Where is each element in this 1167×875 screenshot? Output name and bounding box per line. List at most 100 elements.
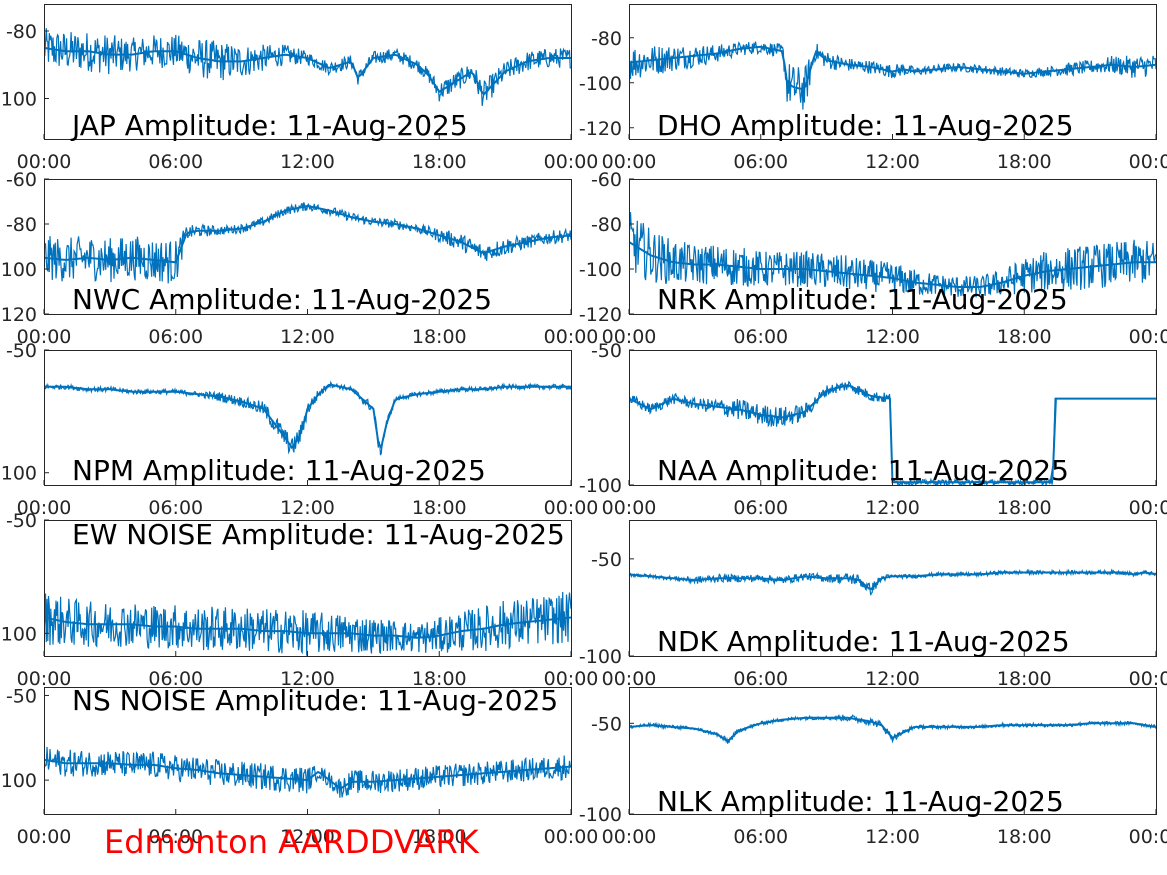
- x-tick-label: 12:00: [280, 326, 335, 348]
- panel-title: NWC Amplitude: 11-Aug-2025: [72, 283, 492, 316]
- y-tick-label: -50: [6, 685, 37, 707]
- data-mean-line: [44, 616, 571, 639]
- x-tick-label: 06:00: [733, 497, 788, 519]
- panel-title: JAP Amplitude: 11-Aug-2025: [70, 109, 468, 142]
- x-tick-label: 06:00: [148, 151, 203, 173]
- data-mean-line: [629, 716, 1156, 742]
- y-tick-label: -50: [591, 713, 622, 735]
- panel-1: 00:00 06:00 12:00 18:00 00:00 -80 -100 JAP Ampl…: [0, 4, 598, 173]
- y-tick-label: -100: [579, 475, 622, 497]
- y-tick-label: -50: [591, 549, 622, 571]
- y-tick-label: -80: [591, 214, 622, 236]
- y-tick-label: -100: [0, 770, 37, 792]
- panel-title: NAA Amplitude: 11-Aug-2025: [657, 454, 1069, 487]
- x-tick-label: 06:00: [148, 826, 203, 848]
- x-tick-label: 00:00: [544, 497, 599, 519]
- panel-title: NLK Amplitude: 11-Aug-2025: [657, 785, 1064, 818]
- x-tick-label: 18:00: [997, 151, 1052, 173]
- panel-6: 00:00 06:00 12:00 18:00 00:00 -50 -100 NAA Ampl…: [579, 340, 1167, 519]
- data-trace: [44, 202, 571, 284]
- y-tick-label: -120: [579, 304, 622, 326]
- plot-frame: [44, 520, 572, 657]
- panel-7: 00:00 06:00 12:00 18:00 00:00 -50 -100 EW NOISE…: [0, 510, 598, 690]
- x-tick-label: 00:00: [1129, 326, 1167, 348]
- data-mean-line: [629, 571, 1156, 591]
- data-mean-line: [44, 204, 571, 264]
- x-tick-label: 00:00: [602, 151, 657, 173]
- x-tick-label: 12:00: [280, 668, 335, 690]
- panel-title: DHO Amplitude: 11-Aug-2025: [657, 109, 1074, 142]
- y-tick-label: -100: [579, 73, 622, 95]
- plot-frame: [44, 687, 572, 815]
- x-tick-label: 18:00: [997, 497, 1052, 519]
- x-tick-label: 00:00: [544, 826, 599, 848]
- panel-4: 00:00 06:00 12:00 18:00 00:00 -60 -80 -100 -120 N…: [579, 169, 1167, 348]
- x-tick-label: 00:00: [602, 668, 657, 690]
- plot-frame: [629, 687, 1157, 815]
- x-tick-label: 06:00: [733, 151, 788, 173]
- x-tick-label: 12:00: [280, 826, 335, 848]
- panel-9: 00:00 06:00 12:00 18:00 00:00 -50 -100 NS NOISE…: [0, 684, 598, 848]
- y-tick-label: -120: [0, 304, 37, 326]
- y-tick-label: -50: [6, 510, 37, 532]
- y-tick-label: -80: [6, 21, 37, 43]
- x-tick-label: 18:00: [412, 151, 467, 173]
- data-trace: [629, 41, 1156, 110]
- x-tick-label: 12:00: [865, 668, 920, 690]
- data-mean-line: [44, 758, 571, 789]
- x-tick-label: 00:00: [17, 826, 72, 848]
- y-tick-label: -100: [0, 463, 37, 485]
- x-tick-label: 00:00: [17, 668, 72, 690]
- panel-10: 00:00 06:00 12:00 18:00 00:00 -50 -100 NLK Ampl…: [579, 687, 1167, 848]
- x-tick-label: 00:00: [1129, 151, 1167, 173]
- x-tick-label: 00:00: [1129, 497, 1167, 519]
- plot-frame: [629, 520, 1157, 657]
- y-tick-label: -100: [579, 259, 622, 281]
- panel-title: NS NOISE Amplitude: 11-Aug-2025: [72, 684, 558, 717]
- x-tick-label: 00:00: [17, 497, 72, 519]
- panel-8: 00:00 06:00 12:00 18:00 00:00 -50 -100 NDK Ampl…: [579, 520, 1167, 690]
- x-tick-label: 00:00: [544, 668, 599, 690]
- data-trace: [629, 568, 1156, 596]
- y-tick-label: -50: [6, 340, 37, 362]
- x-tick-label: 12:00: [865, 151, 920, 173]
- panel-title: NPM Amplitude: 11-Aug-2025: [72, 454, 486, 487]
- plot-frame: [629, 4, 1157, 140]
- x-tick-label: 06:00: [733, 668, 788, 690]
- x-tick-label: 00:00: [602, 326, 657, 348]
- x-tick-label: 18:00: [412, 826, 467, 848]
- x-tick-label: 00:00: [602, 497, 657, 519]
- plot-frame: [629, 179, 1157, 315]
- data-mean-line: [629, 45, 1156, 91]
- data-mean-line: [44, 383, 571, 450]
- x-tick-label: 00:00: [544, 326, 599, 348]
- y-tick-label: -100: [579, 804, 622, 826]
- data-trace: [44, 380, 571, 456]
- x-tick-label: 00:00: [1129, 668, 1167, 690]
- x-tick-label: 00:00: [1129, 826, 1167, 848]
- x-tick-label: 18:00: [997, 826, 1052, 848]
- panel-title: NRK Amplitude: 11-Aug-2025: [657, 283, 1068, 316]
- panel-3: 00:00 06:00 12:00 18:00 00:00 -60 -80 -100 -120 N…: [0, 169, 598, 348]
- x-tick-label: 00:00: [17, 326, 72, 348]
- data-mean-line: [44, 46, 571, 96]
- panel-title: NDK Amplitude: 11-Aug-2025: [657, 625, 1070, 658]
- data-trace: [629, 714, 1156, 744]
- x-tick-label: 06:00: [148, 668, 203, 690]
- plot-frame: [44, 4, 572, 140]
- x-tick-label: 12:00: [280, 497, 335, 519]
- panel-2: 00:00 06:00 12:00 18:00 00:00 -80 -100 -120 DHO …: [579, 4, 1167, 173]
- x-tick-label: 06:00: [148, 497, 203, 519]
- x-tick-label: 00:00: [17, 151, 72, 173]
- data-trace: [44, 746, 571, 798]
- plot-frame: [44, 350, 572, 486]
- x-tick-label: 12:00: [865, 326, 920, 348]
- x-tick-label: 12:00: [865, 497, 920, 519]
- x-tick-label: 18:00: [997, 668, 1052, 690]
- y-tick-label: -60: [591, 169, 622, 191]
- x-tick-label: 06:00: [733, 826, 788, 848]
- x-tick-label: 12:00: [280, 151, 335, 173]
- y-tick-label: -100: [0, 623, 37, 645]
- data-mean-line: [629, 241, 1156, 288]
